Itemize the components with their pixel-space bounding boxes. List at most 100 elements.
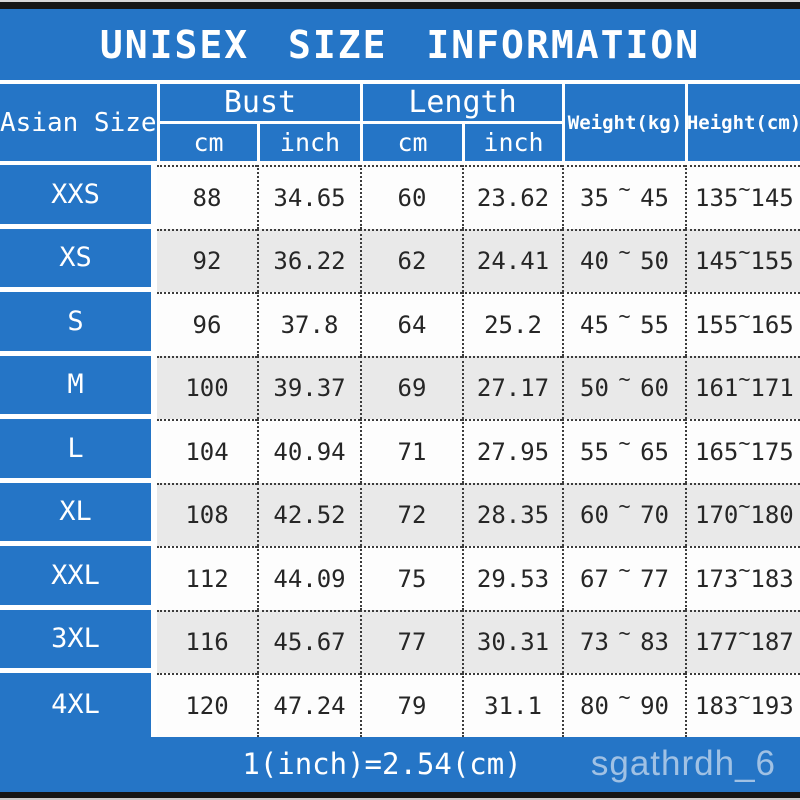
header-bust-cm: cm xyxy=(157,121,257,161)
table-row: 4XL 120 47.24 79 31.1 80 ~ 90 183 ~ 193 xyxy=(0,673,800,737)
size-label: L xyxy=(0,419,157,483)
height-low: 161 xyxy=(695,374,739,403)
weight-range: 80 ~ 90 xyxy=(562,673,685,737)
height-high: 145 xyxy=(750,183,794,212)
height-low: 177 xyxy=(695,628,739,657)
size-label: XS xyxy=(0,228,157,292)
top-light-edge xyxy=(0,0,800,2)
tilde-symbol: ~ xyxy=(618,176,631,201)
tilde-symbol: ~ xyxy=(618,240,631,265)
bust-cm-value: 116 xyxy=(157,609,257,673)
weight-low: 55 xyxy=(580,437,609,466)
length-cm-value: 72 xyxy=(360,482,462,546)
header-asian-size: Asian Size xyxy=(0,84,157,161)
bust-cm-value: 92 xyxy=(157,228,257,292)
length-inch-value: 29.53 xyxy=(462,546,562,610)
height-range: 165 ~ 175 xyxy=(685,419,800,483)
weight-range: 67 ~ 77 xyxy=(562,546,685,610)
bust-cm-value: 104 xyxy=(157,419,257,483)
height-high: 180 xyxy=(750,501,794,530)
size-label: 4XL xyxy=(0,673,157,737)
height-high: 183 xyxy=(750,564,794,593)
size-label: 3XL xyxy=(0,609,157,673)
header-height-cm: Height(cm) xyxy=(685,84,800,161)
tilde-symbol: ~ xyxy=(618,684,631,709)
bust-cm-value: 100 xyxy=(157,355,257,419)
top-black-bar xyxy=(0,2,800,9)
length-inch-value: 28.35 xyxy=(462,482,562,546)
bust-cm-value: 120 xyxy=(157,673,257,737)
weight-low: 67 xyxy=(580,564,609,593)
tilde-symbol: ~ xyxy=(738,367,751,392)
size-label: M xyxy=(0,355,157,419)
length-inch-value: 27.95 xyxy=(462,419,562,483)
watermark-text: sgathrdh_6 xyxy=(590,744,776,783)
weight-high: 60 xyxy=(640,374,669,403)
size-label: S xyxy=(0,292,157,356)
weight-high: 55 xyxy=(640,310,669,339)
height-low: 155 xyxy=(695,310,739,339)
height-range: 155 ~ 165 xyxy=(685,292,800,356)
weight-range: 73 ~ 83 xyxy=(562,609,685,673)
height-high: 155 xyxy=(750,247,794,276)
footer-bar: 1(inch)=2.54(cm) sgathrdh_6 xyxy=(0,736,800,792)
weight-low: 50 xyxy=(580,374,609,403)
length-cm-value: 62 xyxy=(360,228,462,292)
table-row: S 96 37.8 64 25.2 45 ~ 55 155 ~ 165 xyxy=(0,292,800,356)
weight-low: 35 xyxy=(580,183,609,212)
bust-inch-value: 37.8 xyxy=(257,292,360,356)
tilde-symbol: ~ xyxy=(618,367,631,392)
header-bust: Bust xyxy=(157,84,360,121)
title-bar: UNISEX SIZE INFORMATION xyxy=(0,9,800,80)
weight-range: 60 ~ 70 xyxy=(562,482,685,546)
divider xyxy=(0,80,800,84)
bust-cm-value: 88 xyxy=(157,165,257,229)
weight-high: 70 xyxy=(640,501,669,530)
weight-range: 40 ~ 50 xyxy=(562,228,685,292)
inch-cm-conversion-note: 1(inch)=2.54(cm) xyxy=(242,747,522,782)
table-row: XL 108 42.52 72 28.35 60 ~ 70 170 ~ 180 xyxy=(0,482,800,546)
table-row: L 104 40.94 71 27.95 55 ~ 65 165 ~ 175 xyxy=(0,419,800,483)
header-length-cm: cm xyxy=(360,121,462,161)
weight-low: 80 xyxy=(580,691,609,720)
tilde-symbol: ~ xyxy=(618,494,631,519)
height-low: 183 xyxy=(695,691,739,720)
weight-high: 65 xyxy=(640,437,669,466)
height-high: 187 xyxy=(750,628,794,657)
tilde-symbol: ~ xyxy=(738,240,751,265)
length-cm-value: 79 xyxy=(360,673,462,737)
bust-inch-value: 36.22 xyxy=(257,228,360,292)
tilde-symbol: ~ xyxy=(738,494,751,519)
weight-low: 40 xyxy=(580,247,609,276)
tilde-symbol: ~ xyxy=(618,430,631,455)
height-range: 145 ~ 155 xyxy=(685,228,800,292)
weight-low: 60 xyxy=(580,501,609,530)
length-inch-value: 31.1 xyxy=(462,673,562,737)
header-length-inch: inch xyxy=(462,121,562,161)
size-label: XXS xyxy=(0,165,157,229)
bust-cm-value: 96 xyxy=(157,292,257,356)
size-table-body: XXS 88 34.65 60 23.62 35 ~ 45 135 ~ 145 … xyxy=(0,165,800,737)
bust-inch-value: 40.94 xyxy=(257,419,360,483)
length-cm-value: 60 xyxy=(360,165,462,229)
weight-low: 73 xyxy=(580,628,609,657)
length-inch-value: 27.17 xyxy=(462,355,562,419)
bust-inch-value: 34.65 xyxy=(257,165,360,229)
length-cm-value: 77 xyxy=(360,609,462,673)
header-bust-inch: inch xyxy=(257,121,360,161)
weight-high: 45 xyxy=(640,183,669,212)
tilde-symbol: ~ xyxy=(618,303,631,328)
height-range: 177 ~ 187 xyxy=(685,609,800,673)
length-cm-value: 75 xyxy=(360,546,462,610)
table-row: 3XL 116 45.67 77 30.31 73 ~ 83 177 ~ 187 xyxy=(0,609,800,673)
weight-range: 35 ~ 45 xyxy=(562,165,685,229)
bust-inch-value: 39.37 xyxy=(257,355,360,419)
bottom-black-bar xyxy=(0,792,800,798)
size-label: XXL xyxy=(0,546,157,610)
bust-inch-value: 45.67 xyxy=(257,609,360,673)
height-range: 170 ~ 180 xyxy=(685,482,800,546)
height-low: 173 xyxy=(695,564,739,593)
page-title: UNISEX SIZE INFORMATION xyxy=(99,22,701,67)
height-range: 135 ~ 145 xyxy=(685,165,800,229)
